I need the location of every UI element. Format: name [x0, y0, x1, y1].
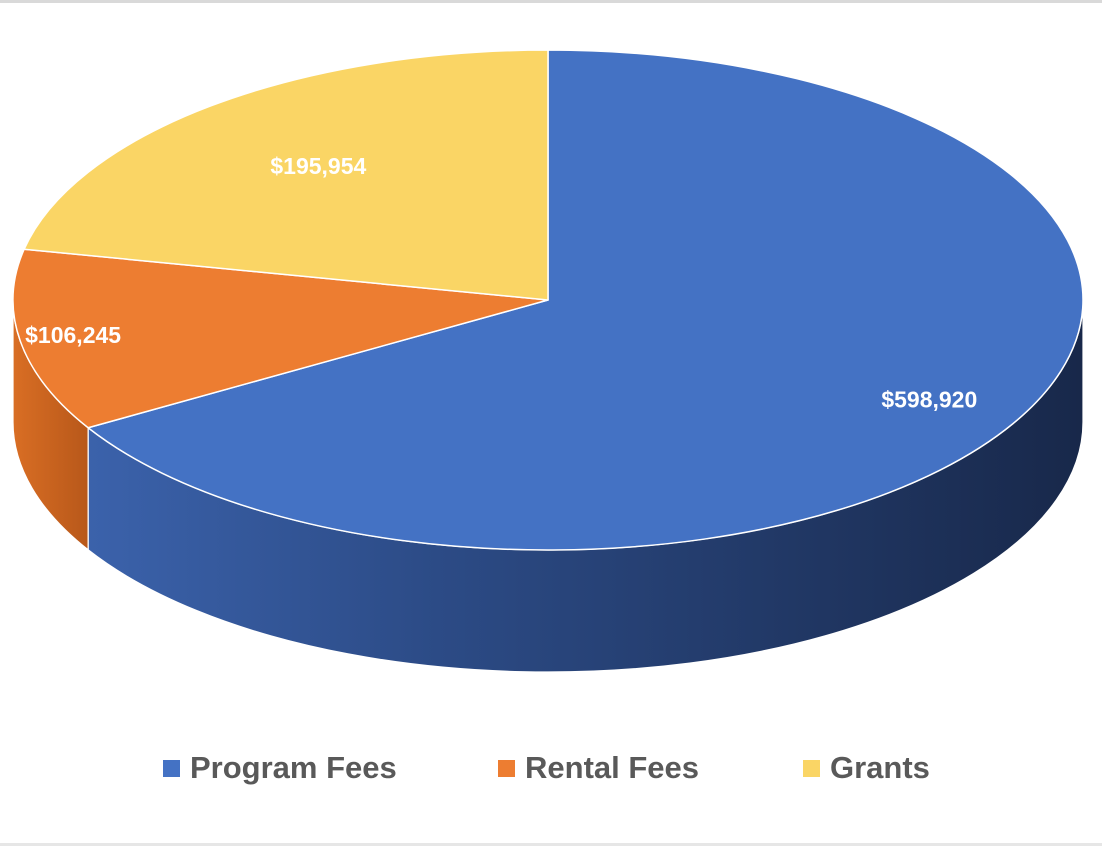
pie-slice-program-fees [87, 49, 1084, 551]
legend-swatch-rental-fees [498, 759, 515, 777]
bottom-border [0, 843, 1102, 846]
legend-label-rental-fees: Rental Fees [525, 750, 700, 785]
pie-slice-rental-fees [12, 248, 549, 429]
legend-label-program-fees: Program Fees [190, 750, 397, 785]
legend-item-grants: Grants [803, 750, 930, 786]
legend-label-grants: Grants [830, 750, 930, 785]
legend: Program Fees Rental Fees Grants [0, 742, 1102, 792]
legend-item-program-fees: Program Fees [163, 750, 397, 786]
data-label-grants: $195,954 [270, 153, 366, 179]
legend-item-rental-fees: Rental Fees [498, 750, 699, 786]
legend-swatch-program-fees [163, 759, 180, 777]
legend-swatch-grants [803, 759, 820, 777]
data-label-program-fees: $598,920 [881, 386, 977, 412]
pie-slice-grants [23, 49, 549, 301]
data-label-rental-fees: $106,245 [25, 322, 121, 348]
top-border [0, 0, 1102, 3]
